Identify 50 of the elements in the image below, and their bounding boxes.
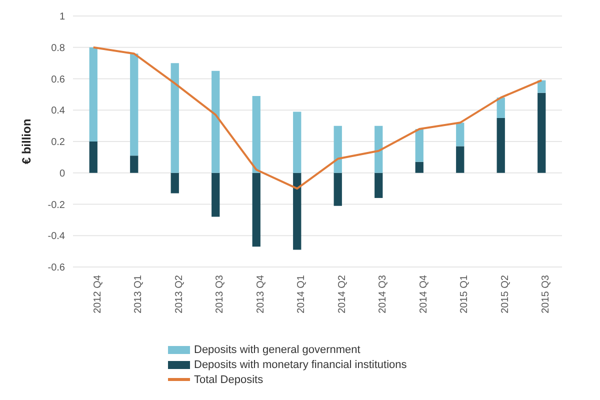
bar bbox=[415, 162, 424, 173]
x-tick-label: 2014 Q4 bbox=[418, 274, 430, 314]
y-tick-label: 0.2 bbox=[51, 137, 66, 148]
bar bbox=[130, 54, 138, 156]
bar bbox=[212, 70, 220, 173]
x-tick-label: 2013 Q2 bbox=[174, 274, 185, 314]
line-series bbox=[92, 46, 543, 190]
x-tick-label: 2013 Q3 bbox=[214, 274, 226, 314]
y-tick-label: -0.6 bbox=[48, 262, 66, 274]
x-tick-label: 2013 Q4 bbox=[255, 274, 266, 314]
legend-label: Total Deposits bbox=[194, 374, 264, 386]
y-tick-label: 0.8 bbox=[51, 42, 66, 54]
x-tick-label: 2015 Q1 bbox=[459, 274, 470, 314]
bar bbox=[496, 98, 505, 118]
x-tick-label: 2015 Q2 bbox=[500, 274, 511, 314]
bar bbox=[170, 172, 179, 194]
bar bbox=[252, 172, 260, 247]
bar bbox=[89, 47, 98, 142]
bar bbox=[374, 126, 383, 173]
x-tick-label: 2014 Q3 bbox=[378, 274, 389, 314]
bar bbox=[415, 128, 424, 162]
y-tick-label: 0.6 bbox=[51, 74, 66, 86]
x-tick-label: 2013 Q1 bbox=[133, 274, 144, 314]
bar bbox=[334, 172, 342, 206]
x-tick-label: 2014 Q2 bbox=[336, 274, 348, 314]
y-tick-label: 1 bbox=[59, 12, 66, 23]
x-tick-label: 2012 Q4 bbox=[92, 274, 104, 314]
y-tick-label: 0 bbox=[59, 168, 66, 180]
bar bbox=[538, 92, 546, 173]
x-tick-label: 2014 Q1 bbox=[296, 274, 308, 314]
bar bbox=[456, 146, 464, 173]
bar bbox=[496, 118, 505, 173]
y-tick-label: -0.2 bbox=[48, 200, 66, 211]
bar bbox=[130, 156, 138, 173]
x-tick-label: 2015 Q3 bbox=[540, 274, 552, 314]
bar bbox=[170, 63, 179, 173]
bar bbox=[293, 172, 302, 250]
bar bbox=[89, 142, 98, 173]
bar bbox=[456, 122, 464, 146]
bar bbox=[374, 172, 383, 198]
bar bbox=[334, 126, 342, 173]
bar bbox=[293, 112, 302, 173]
bar bbox=[252, 96, 260, 173]
y-axis-title: € billion bbox=[19, 118, 34, 164]
legend-label: Deposits with monetary financial institutions bbox=[194, 358, 407, 370]
bar bbox=[212, 172, 220, 217]
bar bbox=[538, 80, 546, 93]
y-tick-label: -0.4 bbox=[48, 231, 66, 242]
y-tick-label: 0.4 bbox=[51, 106, 66, 117]
legend-label: Deposits with general government bbox=[194, 344, 360, 356]
